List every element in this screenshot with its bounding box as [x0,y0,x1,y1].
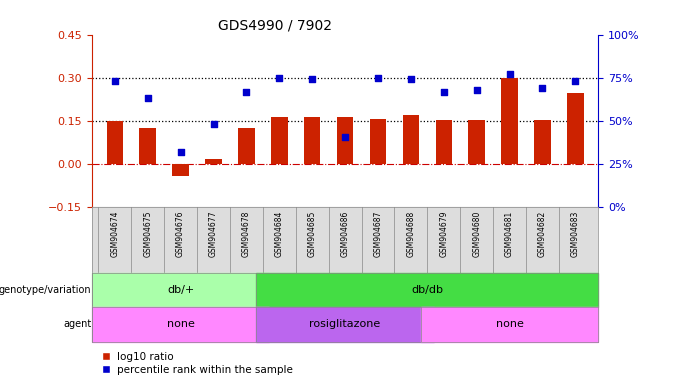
Text: GSM904687: GSM904687 [373,210,382,257]
Bar [436,120,452,164]
Point [274,75,285,81]
Bar [107,121,123,164]
Point [142,95,153,101]
Legend: log10 ratio, percentile rank within the sample: log10 ratio, percentile rank within the … [97,348,297,379]
Text: GSM904680: GSM904680 [472,210,481,257]
Bar [271,117,288,164]
Point [405,76,416,83]
Bar [139,128,156,164]
Text: GSM904686: GSM904686 [341,210,350,257]
Point [175,149,186,155]
Text: genotype/variation: genotype/variation [0,285,91,295]
Bar [567,93,583,164]
Bar [238,128,254,164]
Bar [304,117,320,164]
Text: none: none [167,319,194,329]
Text: GDS4990 / 7902: GDS4990 / 7902 [218,18,333,32]
Point [537,85,548,91]
Bar [469,120,485,164]
Point [241,89,252,95]
Bar [205,159,222,164]
Text: GSM904688: GSM904688 [407,210,415,257]
Bar [403,115,419,164]
Bar [370,119,386,164]
Text: db/+: db/+ [167,285,194,295]
Bar [92,307,269,342]
Text: GSM904677: GSM904677 [209,210,218,257]
Bar [256,307,434,342]
Bar [501,78,517,164]
Bar [421,307,598,342]
Text: agent: agent [63,319,91,329]
Bar [534,120,551,164]
Bar [173,164,189,176]
Bar [337,117,354,164]
Point [471,87,482,93]
Text: GSM904685: GSM904685 [308,210,317,257]
Point [439,89,449,95]
Point [307,76,318,83]
Text: GSM904682: GSM904682 [538,210,547,257]
Text: GSM904684: GSM904684 [275,210,284,257]
Text: GSM904676: GSM904676 [176,210,185,257]
Text: GSM904683: GSM904683 [571,210,580,257]
Text: db/db: db/db [411,285,443,295]
Point [504,71,515,78]
Point [373,75,384,81]
Text: GSM904674: GSM904674 [110,210,119,257]
Bar [92,273,269,307]
Text: rosiglitazone: rosiglitazone [309,319,381,329]
Point [570,78,581,84]
Bar [256,273,598,307]
Text: GSM904681: GSM904681 [505,210,514,257]
Text: GSM904678: GSM904678 [242,210,251,257]
Text: GSM904679: GSM904679 [439,210,448,257]
Text: none: none [496,319,524,329]
Text: GSM904675: GSM904675 [143,210,152,257]
Point [208,121,219,127]
Point [109,78,120,84]
Point [340,134,351,140]
